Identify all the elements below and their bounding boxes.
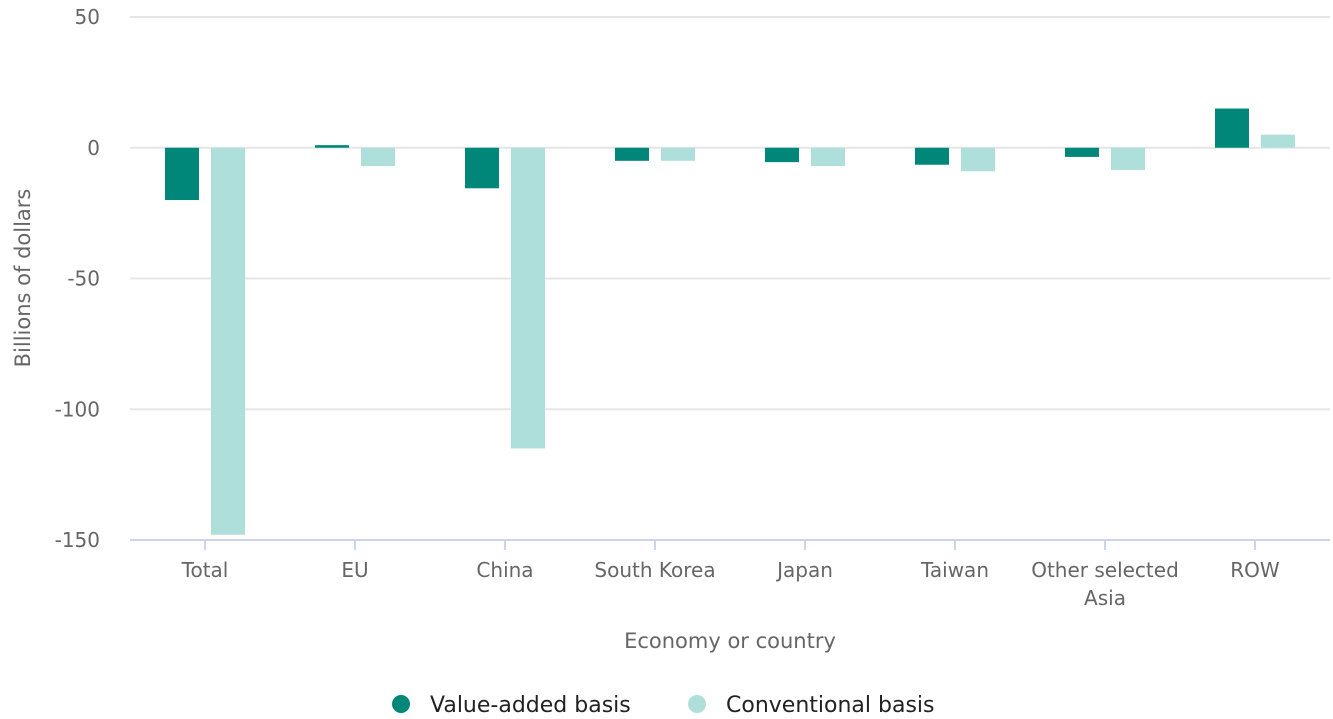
- value-added-bar-7[interactable]: [1215, 108, 1249, 148]
- y-tick-label: -150: [55, 528, 100, 552]
- conventional-bar-7[interactable]: [1261, 134, 1295, 148]
- value-added-bar-3[interactable]: [615, 147, 649, 161]
- value-added-bar-0[interactable]: [165, 147, 199, 201]
- y-tick-label: 50: [75, 5, 100, 29]
- conventional-bar-5[interactable]: [961, 147, 995, 172]
- x-tick-label: Total: [181, 558, 229, 582]
- x-tick-label: EU: [341, 558, 368, 582]
- x-tick-label: South Korea: [594, 558, 715, 582]
- legend-label: Conventional basis: [726, 693, 934, 718]
- y-axis-title: Billions of dollars: [11, 189, 35, 368]
- legend-label: Value-added basis: [430, 693, 631, 718]
- value-added-bar-6[interactable]: [1065, 147, 1099, 157]
- conventional-bar-6[interactable]: [1111, 147, 1145, 170]
- x-tick-label: Asia: [1084, 586, 1126, 610]
- x-tick-label: Other selected: [1031, 558, 1179, 582]
- value-added-bar-4[interactable]: [765, 147, 799, 163]
- legend-marker: [688, 695, 706, 713]
- y-tick-label: 0: [87, 136, 100, 160]
- y-tick-label: -100: [55, 397, 100, 421]
- legend: Value-added basis Conventional basis: [392, 693, 934, 718]
- conventional-bar-3[interactable]: [661, 147, 695, 161]
- x-tick-label: China: [476, 558, 533, 582]
- x-tick-label: Taiwan: [920, 558, 989, 582]
- gridlines: [130, 16, 1330, 411]
- conventional-bar-0[interactable]: [211, 147, 245, 535]
- conventional-bar-1[interactable]: [361, 147, 395, 167]
- y-axis-ticks: 50 0 -50 -100 -150: [55, 5, 100, 552]
- value-added-bar-2[interactable]: [465, 147, 499, 189]
- x-tick-label: ROW: [1230, 558, 1280, 582]
- bars: [165, 108, 1295, 535]
- conventional-bar-2[interactable]: [511, 147, 545, 449]
- value-added-bar-1[interactable]: [315, 145, 349, 148]
- y-tick-label: -50: [67, 267, 100, 291]
- value-added-bar-5[interactable]: [915, 147, 949, 165]
- legend-item-value-added[interactable]: Value-added basis: [392, 693, 631, 718]
- legend-item-conventional[interactable]: Conventional basis: [688, 693, 934, 718]
- x-axis: Total EU China South Korea Japan Taiwan Other …: [130, 539, 1330, 610]
- x-axis-title: Economy or country: [624, 629, 836, 653]
- conventional-bar-4[interactable]: [811, 147, 845, 167]
- legend-marker: [392, 695, 410, 713]
- x-tick-label: Japan: [775, 558, 833, 582]
